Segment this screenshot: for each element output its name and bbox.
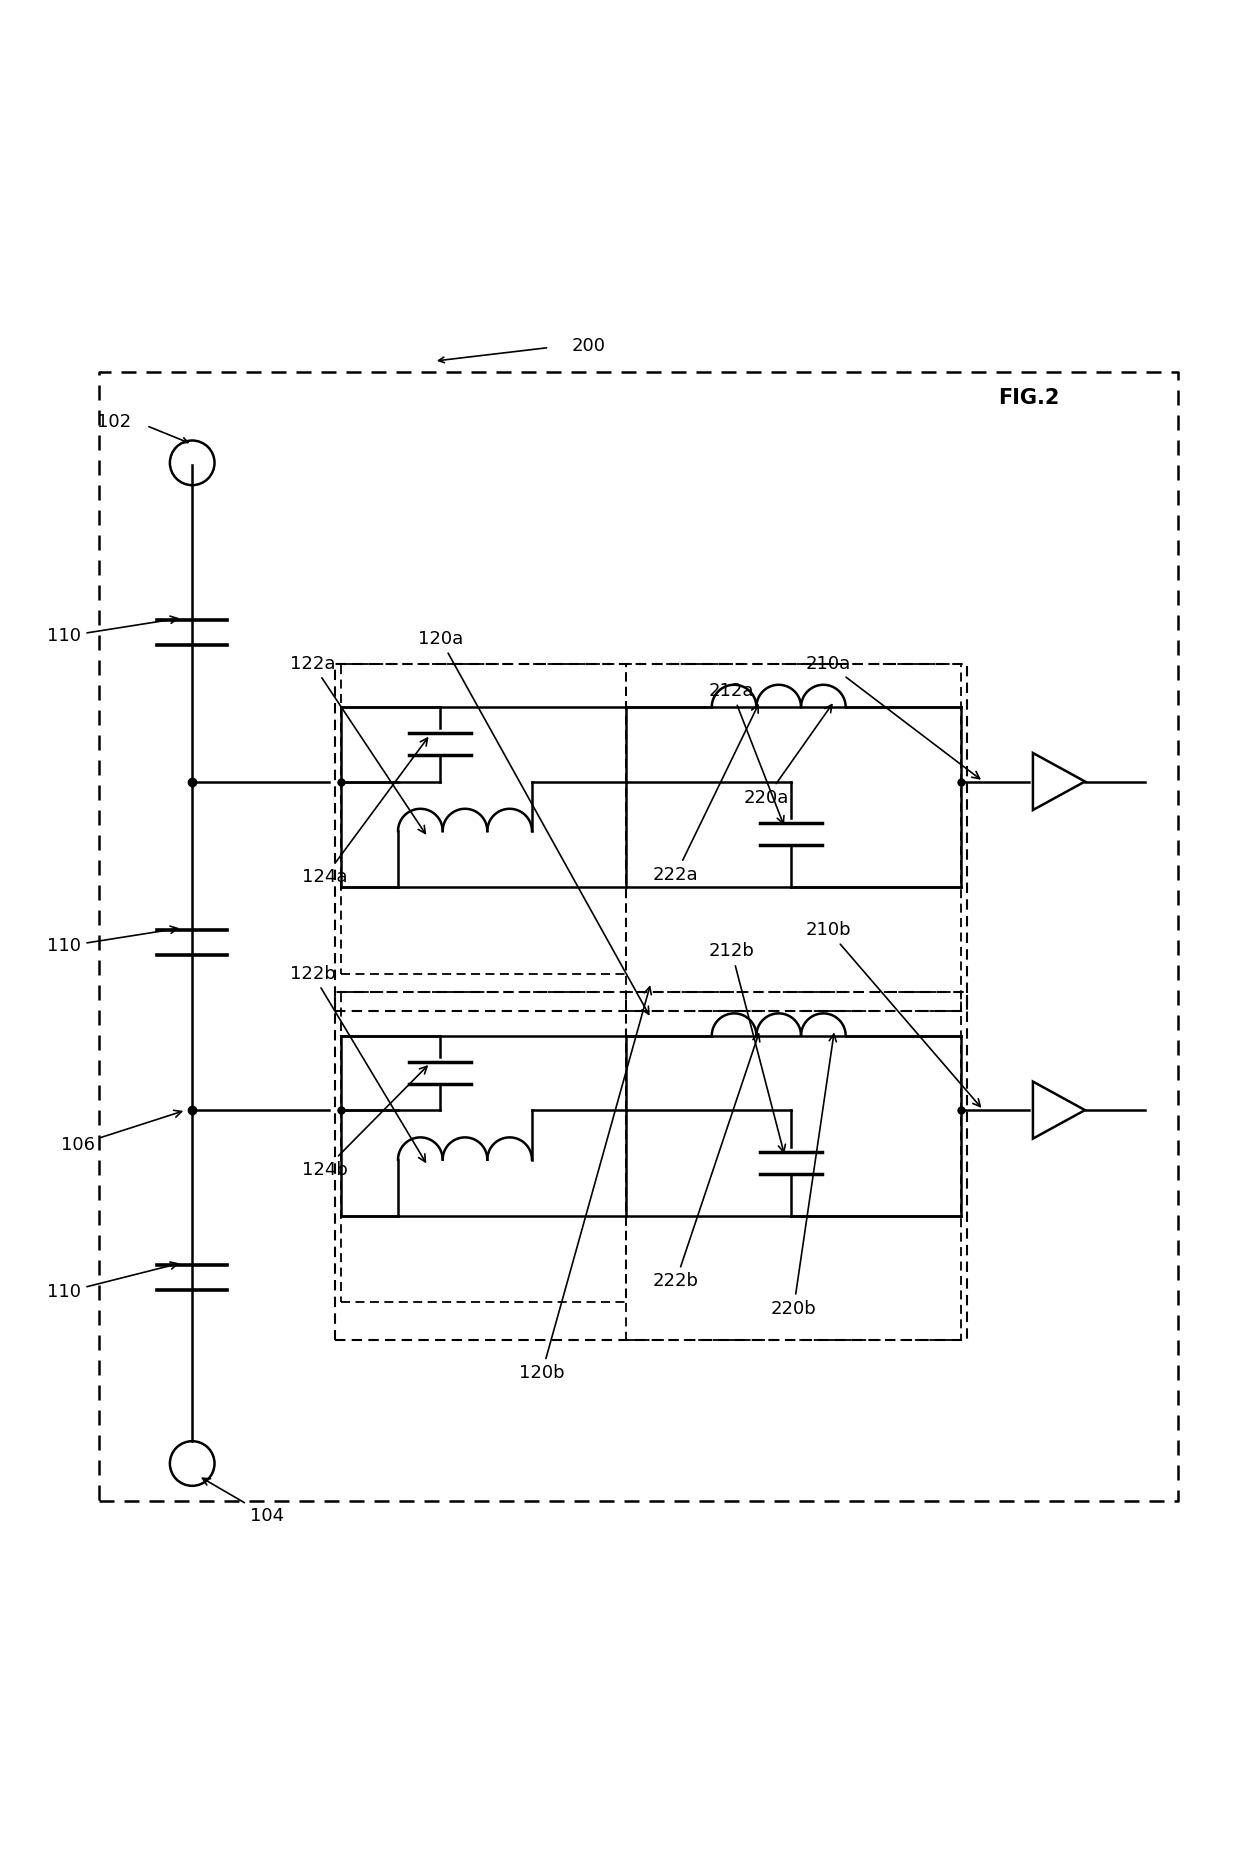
Text: 212b: 212b xyxy=(709,942,785,1152)
Text: 120a: 120a xyxy=(418,629,649,1015)
Text: 110: 110 xyxy=(47,616,177,646)
Text: 124a: 124a xyxy=(303,738,428,886)
Text: FIG.2: FIG.2 xyxy=(998,388,1060,408)
Text: 220a: 220a xyxy=(744,704,832,807)
Text: 200: 200 xyxy=(572,337,606,356)
Text: 106: 106 xyxy=(61,1111,181,1154)
Text: 120b: 120b xyxy=(520,987,651,1382)
Text: 222a: 222a xyxy=(653,704,758,884)
Text: 110: 110 xyxy=(47,925,177,955)
Text: 122b: 122b xyxy=(290,965,425,1161)
Text: 124b: 124b xyxy=(303,1066,427,1178)
Text: 222b: 222b xyxy=(652,1034,760,1290)
Text: 110: 110 xyxy=(47,1262,177,1302)
Text: 102: 102 xyxy=(97,412,131,431)
Text: 220b: 220b xyxy=(771,1034,836,1317)
Text: 212a: 212a xyxy=(709,682,784,824)
Text: 122a: 122a xyxy=(290,656,425,833)
Text: 210b: 210b xyxy=(806,922,981,1107)
Text: 210a: 210a xyxy=(806,656,980,779)
Text: 104: 104 xyxy=(202,1478,284,1525)
